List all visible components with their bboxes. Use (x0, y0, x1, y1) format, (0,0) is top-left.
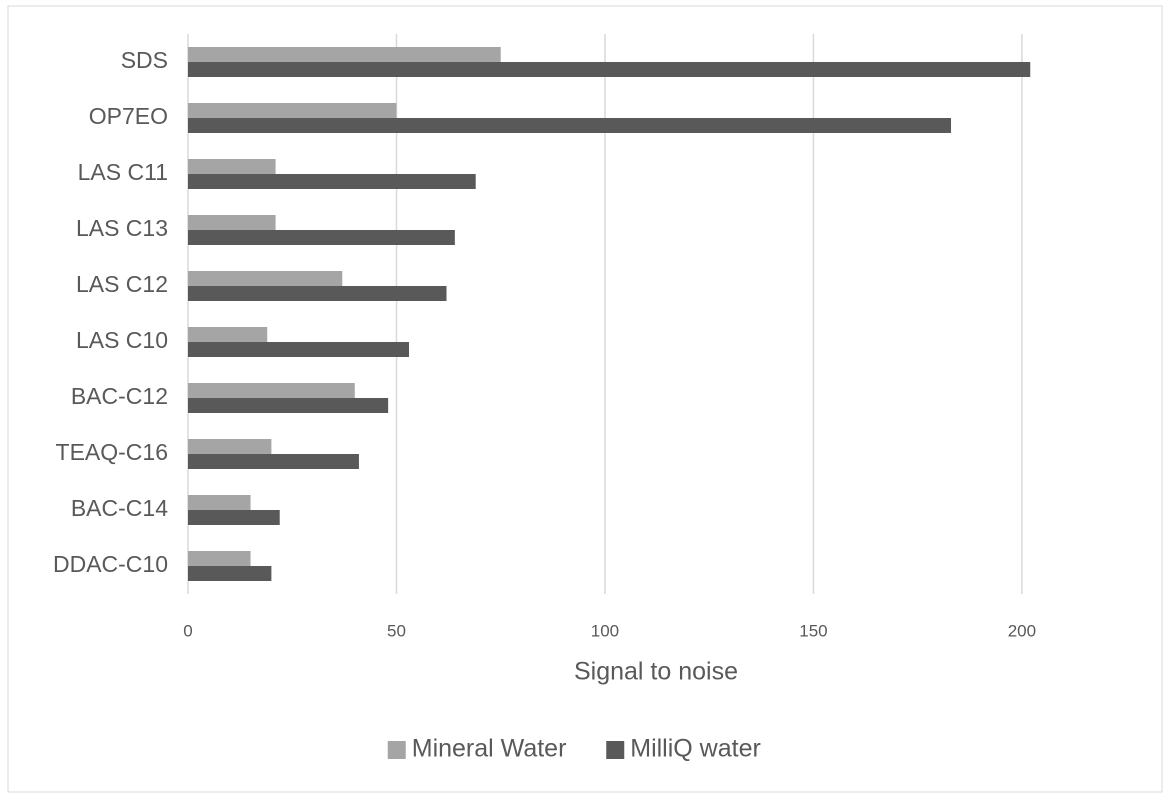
y-tick-label: LAS C11 (78, 159, 168, 185)
x-tick-label: 50 (387, 621, 406, 640)
x-tick-label: 0 (183, 621, 192, 640)
y-tick-label: DDAC-C10 (53, 551, 168, 577)
bar (188, 327, 268, 342)
bar (188, 439, 272, 454)
x-tick-label: 200 (1008, 621, 1036, 640)
bar (188, 174, 476, 189)
bar (188, 103, 397, 118)
y-tick-label: SDS (121, 47, 168, 73)
legend-swatch (606, 741, 625, 759)
y-tick-label: LAS C13 (76, 215, 168, 241)
bar (188, 271, 343, 286)
legend-label: Mineral Water (412, 735, 567, 763)
x-tick-label: 150 (799, 621, 827, 640)
bar (188, 398, 389, 413)
y-tick-label: BAC-C14 (71, 495, 168, 521)
bar (188, 566, 272, 581)
x-axis-title: Signal to noise (574, 658, 738, 686)
legend-swatch (387, 741, 406, 759)
y-tick-label: BAC-C12 (71, 383, 168, 409)
bar (188, 62, 1031, 77)
y-tick-label: LAS C12 (76, 271, 168, 297)
bar (188, 383, 355, 398)
bar (188, 47, 501, 62)
bar (188, 118, 952, 133)
bar (188, 342, 409, 357)
x-tick-label: 100 (591, 621, 619, 640)
bar (188, 454, 359, 469)
bar (188, 495, 251, 510)
bar (188, 286, 447, 301)
bar (188, 510, 280, 525)
bar (188, 215, 276, 230)
bar (188, 159, 276, 174)
legend-label: MilliQ water (630, 735, 761, 763)
y-tick-label: LAS C10 (76, 327, 168, 353)
y-tick-label: OP7EO (89, 103, 168, 129)
bar (188, 230, 455, 245)
bar (188, 551, 251, 566)
y-tick-label: TEAQ-C16 (56, 439, 168, 465)
